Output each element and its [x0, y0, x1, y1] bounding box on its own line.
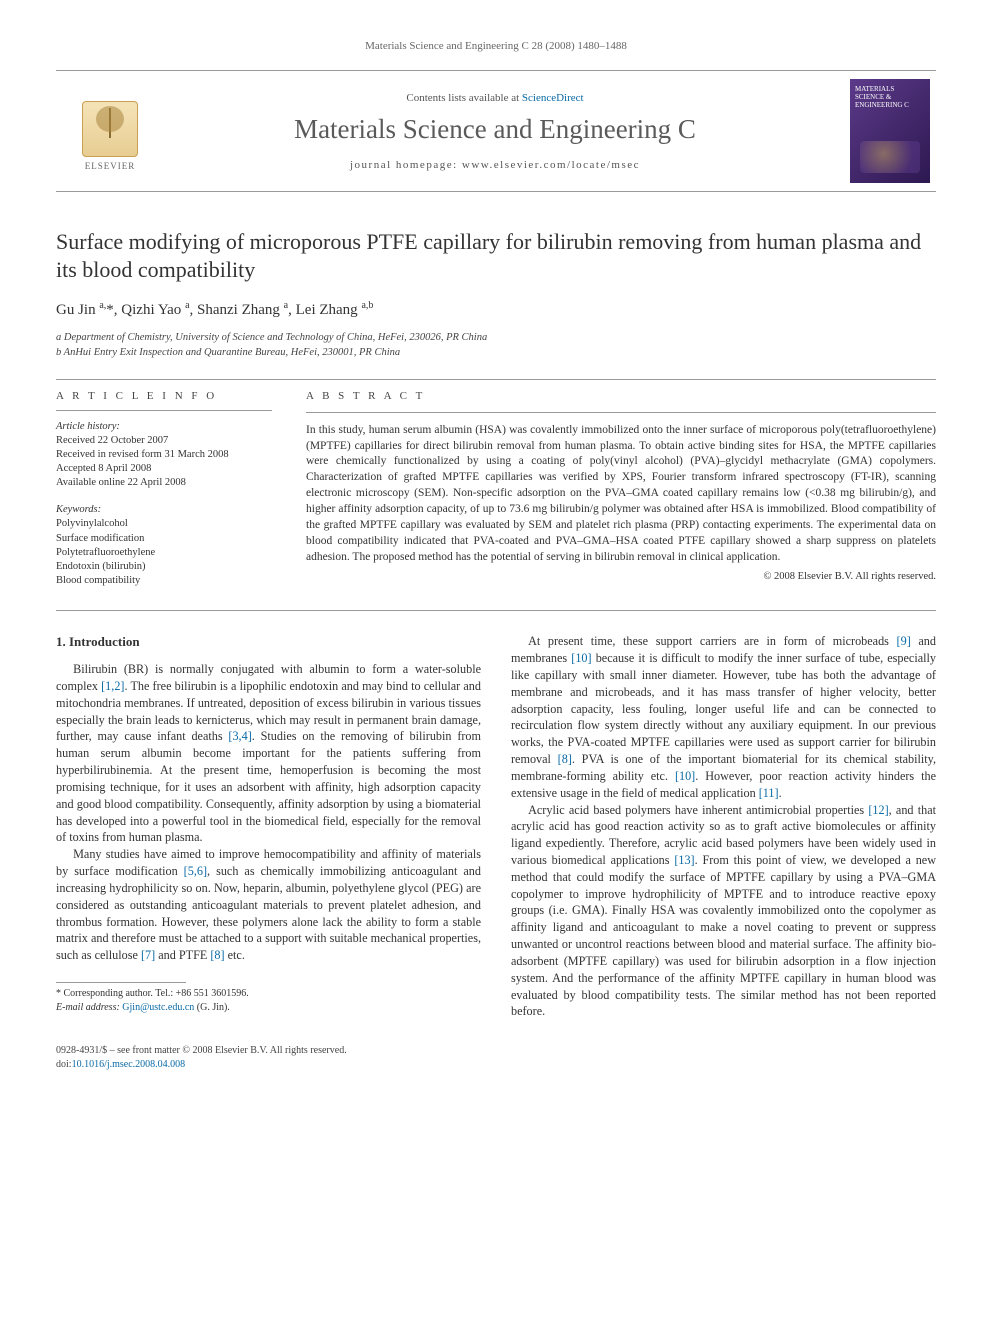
email-label: E-mail address: — [56, 1002, 122, 1013]
homepage-label: journal homepage: — [350, 159, 462, 171]
divider — [56, 410, 272, 411]
publisher-name: ELSEVIER — [85, 161, 136, 171]
history-accepted: Accepted 8 April 2008 — [56, 462, 272, 476]
citation-link[interactable]: [9] — [897, 634, 911, 648]
journal-cover-block: MATERIALS SCIENCE & ENGINEERING C — [844, 79, 936, 183]
journal-name: Materials Science and Engineering C — [294, 114, 696, 145]
keyword: Endotoxin (bilirubin) — [56, 560, 272, 574]
citation-link[interactable]: [12] — [868, 803, 888, 817]
abstract-copyright: © 2008 Elsevier B.V. All rights reserved… — [306, 571, 936, 582]
section-heading: 1. Introduction — [56, 633, 481, 651]
history-online: Available online 22 April 2008 — [56, 476, 272, 490]
citation-link[interactable]: [8] — [210, 948, 224, 962]
doi-link[interactable]: 10.1016/j.msec.2008.04.008 — [72, 1059, 186, 1070]
citation-link[interactable]: [3,4] — [228, 729, 251, 743]
affiliation-a: a Department of Chemistry, University of… — [56, 331, 936, 346]
cover-text: MATERIALS SCIENCE & ENGINEERING C — [855, 85, 909, 109]
keywords-label: Keywords: — [56, 504, 272, 515]
journal-homepage-line: journal homepage: www.elsevier.com/locat… — [350, 159, 640, 171]
history-label: Article history: — [56, 421, 272, 432]
article-history-block: Article history: Received 22 October 200… — [56, 421, 272, 491]
corresponding-author-footnote: * Corresponding author. Tel.: +86 551 36… — [56, 987, 481, 1014]
divider — [306, 412, 936, 413]
doi-label: doi: — [56, 1059, 72, 1070]
history-received: Received 22 October 2007 — [56, 434, 272, 448]
citation-link[interactable]: [10] — [571, 651, 591, 665]
contents-prefix: Contents lists available at — [406, 92, 521, 104]
body-paragraph: At present time, these support carriers … — [511, 633, 936, 801]
keyword: Blood compatibility — [56, 574, 272, 588]
affiliation-b: b AnHui Entry Exit Inspection and Quaran… — [56, 346, 936, 361]
body-paragraph: Acrylic acid based polymers have inheren… — [511, 802, 936, 1021]
homepage-url: www.elsevier.com/locate/msec — [462, 159, 640, 171]
body-paragraph: Bilirubin (BR) is normally conjugated wi… — [56, 661, 481, 846]
email-after: (G. Jin). — [194, 1002, 230, 1013]
elsevier-tree-icon — [82, 101, 138, 157]
abstract-text: In this study, human serum albumin (HSA)… — [306, 423, 936, 566]
divider — [56, 610, 936, 611]
keyword: Surface modification — [56, 532, 272, 546]
citation-link[interactable]: [11] — [759, 786, 779, 800]
article-title: Surface modifying of microporous PTFE ca… — [56, 228, 936, 284]
keywords-block: Keywords: Polyvinylalcohol Surface modif… — [56, 504, 272, 588]
article-body: 1. Introduction Bilirubin (BR) is normal… — [56, 633, 936, 1020]
page-footer: 0928-4931/$ – see front matter © 2008 El… — [56, 1044, 936, 1071]
publisher-logo-block: ELSEVIER — [56, 79, 146, 183]
citation-link[interactable]: [8] — [558, 752, 572, 766]
corresponding-email-link[interactable]: Gjin@ustc.edu.cn — [122, 1002, 194, 1013]
front-matter-line: 0928-4931/$ – see front matter © 2008 El… — [56, 1044, 936, 1058]
keyword: Polyvinylalcohol — [56, 517, 272, 531]
abstract-heading: A B S T R A C T — [306, 390, 936, 402]
affiliations-block: a Department of Chemistry, University of… — [56, 331, 936, 360]
citation-link[interactable]: [10] — [675, 769, 695, 783]
citation-link[interactable]: [7] — [141, 948, 155, 962]
keyword: Polytetrafluoroethylene — [56, 546, 272, 560]
citation-link[interactable]: [13] — [674, 853, 694, 867]
history-revised: Received in revised form 31 March 2008 — [56, 448, 272, 462]
citation-link[interactable]: [1,2] — [101, 679, 124, 693]
corresponding-line: * Corresponding author. Tel.: +86 551 36… — [56, 987, 481, 1001]
journal-cover-thumbnail: MATERIALS SCIENCE & ENGINEERING C — [850, 79, 930, 183]
article-info-heading: A R T I C L E I N F O — [56, 390, 272, 402]
footnote-divider — [56, 982, 186, 983]
elsevier-logo: ELSEVIER — [74, 91, 146, 171]
author-list: Gu Jin a,*, Qizhi Yao a, Shanzi Zhang a,… — [56, 300, 936, 319]
journal-masthead: ELSEVIER Contents lists available at Sci… — [56, 70, 936, 192]
divider — [56, 379, 936, 380]
citation-link[interactable]: [5,6] — [184, 864, 207, 878]
body-paragraph: Many studies have aimed to improve hemoc… — [56, 846, 481, 964]
running-header: Materials Science and Engineering C 28 (… — [56, 40, 936, 52]
sciencedirect-link[interactable]: ScienceDirect — [522, 92, 584, 104]
contents-list-line: Contents lists available at ScienceDirec… — [406, 92, 583, 104]
